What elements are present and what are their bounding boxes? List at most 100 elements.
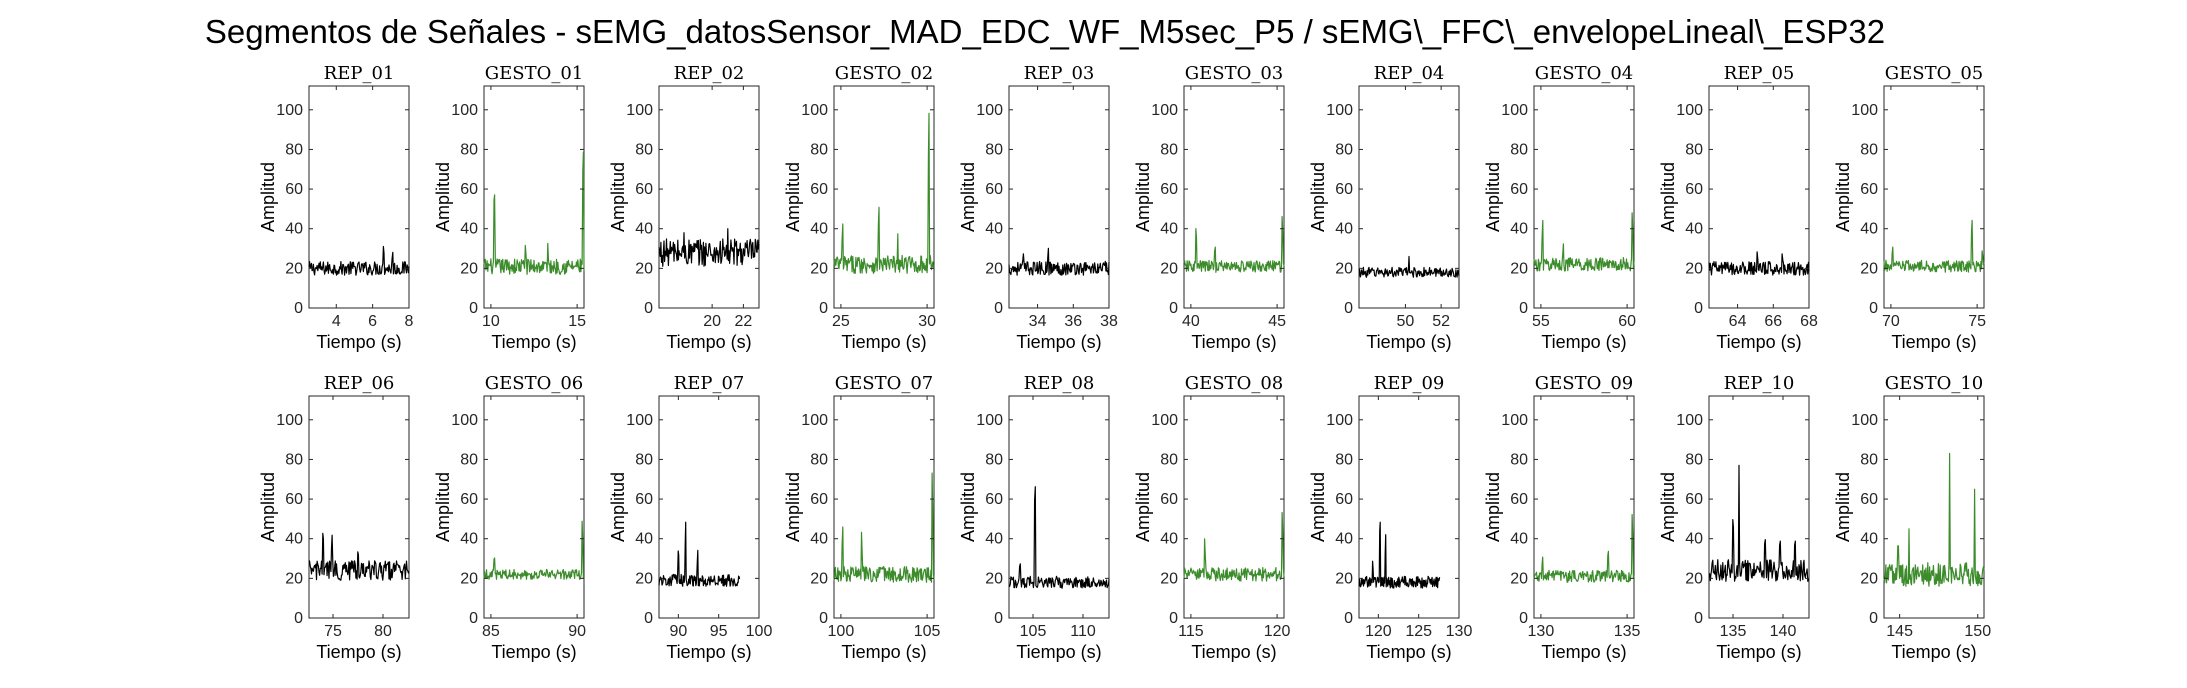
subplot-title: GESTO_07 bbox=[835, 373, 934, 394]
signal-trace bbox=[1183, 511, 1285, 582]
y-tick-label: 0 bbox=[1519, 300, 1528, 317]
y-tick-label: 40 bbox=[460, 531, 478, 548]
x-tick-label: 66 bbox=[1764, 313, 1782, 330]
x-tick-label: 100 bbox=[746, 623, 773, 640]
y-tick-label: 0 bbox=[294, 610, 303, 627]
y-axis-label: Amplitud bbox=[783, 162, 803, 232]
y-axis-label: Amplitud bbox=[433, 472, 453, 542]
x-tick-label: 50 bbox=[1397, 313, 1415, 330]
subplot-rep-02: 0 20 40 60 80 100 20 22 REP_02 Tiempo (s) Amplitud bbox=[608, 63, 760, 352]
y-tick-label: 40 bbox=[1335, 531, 1353, 548]
y-tick-label: 20 bbox=[285, 570, 303, 587]
y-tick-label: 40 bbox=[1335, 221, 1353, 238]
y-tick-label: 20 bbox=[1335, 260, 1353, 277]
y-tick-label: 80 bbox=[985, 451, 1003, 468]
y-tick-label: 20 bbox=[1510, 260, 1528, 277]
axes-box bbox=[833, 395, 935, 619]
x-tick-label: 80 bbox=[374, 623, 392, 640]
signal-trace bbox=[1708, 251, 1810, 276]
x-axis-label: Tiempo (s) bbox=[1891, 642, 1976, 662]
y-axis-label: Amplitud bbox=[608, 162, 628, 232]
y-tick-label: 20 bbox=[635, 570, 653, 587]
subplot-gesto-02: 0 20 40 60 80 100 25 30 GESTO_02 Tiempo (s) Amplit… bbox=[783, 63, 936, 352]
x-tick-label: 100 bbox=[828, 623, 855, 640]
axes-box bbox=[1883, 85, 1985, 309]
y-tick-label: 40 bbox=[1685, 221, 1703, 238]
y-tick-label: 100 bbox=[801, 412, 828, 429]
y-axis-label: Amplitud bbox=[608, 472, 628, 542]
y-tick-label: 80 bbox=[810, 141, 828, 158]
y-axis-label: Amplitud bbox=[1133, 472, 1153, 542]
y-tick-label: 0 bbox=[819, 300, 828, 317]
x-tick-label: 120 bbox=[1365, 623, 1392, 640]
y-tick-label: 0 bbox=[1169, 300, 1178, 317]
signal-trace bbox=[1008, 486, 1110, 589]
axes-box bbox=[1708, 395, 1810, 619]
subplot-title: REP_07 bbox=[674, 373, 745, 394]
y-tick-label: 100 bbox=[1326, 102, 1353, 119]
y-tick-label: 80 bbox=[285, 451, 303, 468]
x-tick-label: 75 bbox=[1968, 313, 1986, 330]
x-tick-label: 60 bbox=[1618, 313, 1636, 330]
signal-trace bbox=[1183, 216, 1285, 273]
subplot-title: REP_10 bbox=[1724, 373, 1795, 394]
signal-trace bbox=[1708, 464, 1810, 582]
subplot-title: REP_04 bbox=[1374, 63, 1445, 84]
y-tick-label: 20 bbox=[1860, 570, 1878, 587]
y-axis-label: Amplitud bbox=[783, 472, 803, 542]
x-axis-label: Tiempo (s) bbox=[841, 642, 926, 662]
y-tick-label: 80 bbox=[1335, 451, 1353, 468]
y-axis-label: Amplitud bbox=[1133, 162, 1153, 232]
y-axis-label: Amplitud bbox=[1308, 162, 1328, 232]
y-tick-label: 40 bbox=[1510, 221, 1528, 238]
x-axis-label: Tiempo (s) bbox=[1366, 642, 1451, 662]
subplot-rep-04: 0 20 40 60 80 100 50 52 REP_04 Tiempo (s) Amplitud bbox=[1308, 63, 1460, 352]
x-tick-label: 145 bbox=[1886, 623, 1913, 640]
figure-suptitle: Segmentos de Señales - sEMG_datosSensor_… bbox=[205, 13, 1885, 50]
signal-trace bbox=[1358, 521, 1441, 589]
y-tick-label: 0 bbox=[1694, 610, 1703, 627]
y-tick-label: 40 bbox=[285, 221, 303, 238]
y-axis-label: Amplitud bbox=[1483, 162, 1503, 232]
axes-box bbox=[658, 395, 760, 619]
y-tick-label: 40 bbox=[810, 531, 828, 548]
signal-trace bbox=[483, 520, 585, 580]
y-tick-label: 100 bbox=[1326, 412, 1353, 429]
y-axis-label: Amplitud bbox=[958, 472, 978, 542]
y-tick-label: 0 bbox=[994, 300, 1003, 317]
subplot-rep-03: 0 20 40 60 80 100 34 36 38 REP_03 Tiempo (s) Amplit… bbox=[958, 63, 1118, 352]
y-tick-label: 0 bbox=[1869, 300, 1878, 317]
x-axis-label: Tiempo (s) bbox=[491, 642, 576, 662]
y-tick-label: 100 bbox=[1501, 102, 1528, 119]
y-axis-label: Amplitud bbox=[258, 472, 278, 542]
x-tick-label: 105 bbox=[1020, 623, 1047, 640]
x-axis-label: Tiempo (s) bbox=[1366, 332, 1451, 352]
y-tick-label: 60 bbox=[635, 491, 653, 508]
x-tick-label: 135 bbox=[1720, 623, 1747, 640]
y-tick-label: 100 bbox=[1851, 102, 1878, 119]
x-tick-label: 70 bbox=[1882, 313, 1900, 330]
y-tick-label: 80 bbox=[1685, 141, 1703, 158]
x-tick-label: 6 bbox=[368, 313, 377, 330]
subplot-gesto-04: 0 20 40 60 80 100 55 60 GESTO_04 Tiempo (s) Amplit… bbox=[1483, 63, 1636, 352]
signal-trace bbox=[308, 245, 410, 276]
subplot-title: REP_05 bbox=[1724, 63, 1795, 84]
x-tick-label: 135 bbox=[1614, 623, 1641, 640]
subplot-gesto-01: 0 20 40 60 80 100 10 15 GESTO_01 Tiempo (s) Amplit… bbox=[433, 63, 586, 352]
x-tick-label: 15 bbox=[568, 313, 586, 330]
y-tick-label: 100 bbox=[1851, 412, 1878, 429]
y-tick-label: 60 bbox=[1860, 181, 1878, 198]
x-tick-label: 75 bbox=[324, 623, 342, 640]
x-tick-label: 4 bbox=[332, 313, 341, 330]
y-tick-label: 20 bbox=[985, 570, 1003, 587]
subplot-title: GESTO_04 bbox=[1535, 63, 1634, 84]
x-axis-label: Tiempo (s) bbox=[841, 332, 926, 352]
y-tick-label: 80 bbox=[1160, 451, 1178, 468]
x-axis-label: Tiempo (s) bbox=[1191, 642, 1276, 662]
y-tick-label: 20 bbox=[810, 260, 828, 277]
y-tick-label: 40 bbox=[1860, 531, 1878, 548]
y-tick-label: 100 bbox=[276, 412, 303, 429]
y-tick-label: 20 bbox=[1510, 570, 1528, 587]
axes-box bbox=[1533, 85, 1635, 309]
x-axis-label: Tiempo (s) bbox=[666, 642, 751, 662]
